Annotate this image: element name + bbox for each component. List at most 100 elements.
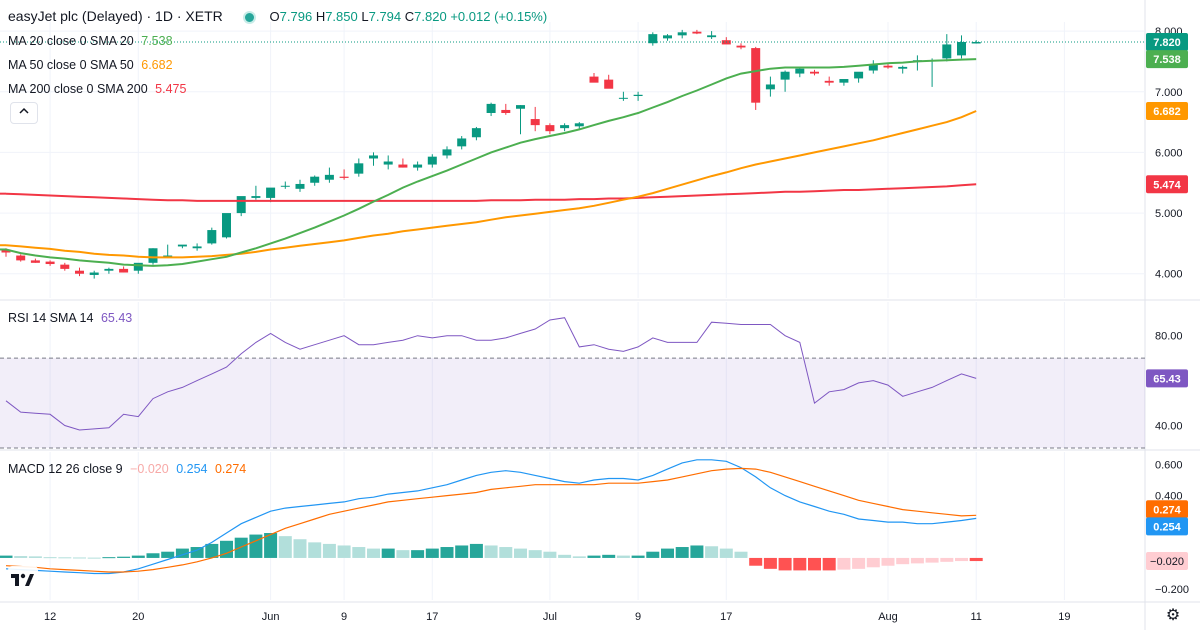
change-value: +0.012 (+0.15%) bbox=[450, 9, 548, 24]
macd-histogram-bar bbox=[0, 555, 13, 558]
ohlc-readout: O7.796 H7.850 L7.794 C7.820 +0.012 (+0.1… bbox=[270, 9, 548, 24]
price-tick-label: 4.000 bbox=[1155, 269, 1183, 281]
macd-legend-hist: −0.020 bbox=[130, 462, 169, 476]
candle-body bbox=[604, 79, 614, 89]
candle-body bbox=[148, 248, 158, 263]
candle-body bbox=[824, 80, 834, 83]
rsi-value-label: 65.43 bbox=[1153, 373, 1181, 385]
macd-histogram-bar bbox=[28, 556, 42, 558]
candle-body bbox=[736, 45, 746, 48]
collapse-legend-button[interactable] bbox=[10, 102, 38, 124]
macd-legend-signal: 0.274 bbox=[214, 462, 247, 476]
ma200-legend-value: 5.475 bbox=[155, 82, 187, 96]
ma20-legend-value: 7.538 bbox=[141, 34, 173, 48]
macd-histogram-bar bbox=[322, 543, 336, 558]
candle-body bbox=[545, 125, 555, 132]
candle-body bbox=[369, 155, 378, 159]
ma20-legend[interactable]: MA 20 close 0 SMA 20 7.538 bbox=[8, 34, 177, 48]
ma200-price-label-bg bbox=[1146, 175, 1188, 194]
candle-body bbox=[751, 48, 761, 103]
price-tick-label: 5.000 bbox=[1155, 208, 1183, 220]
ma20-price-label: 7.538 bbox=[1153, 54, 1181, 66]
macd-histogram-bar bbox=[175, 548, 189, 558]
candle-body bbox=[163, 255, 173, 257]
ma50-legend[interactable]: MA 50 close 0 SMA 50 6.682 bbox=[8, 58, 177, 72]
macd-histogram-bar bbox=[117, 556, 131, 558]
macd-histogram-bar bbox=[587, 555, 601, 558]
high-value: 7.850 bbox=[325, 9, 358, 24]
candle-body bbox=[516, 105, 525, 109]
macd-histogram-bar bbox=[278, 536, 292, 558]
macd-histogram-bar bbox=[719, 548, 733, 558]
candle-body bbox=[295, 183, 305, 189]
time-tick-label: 20 bbox=[132, 611, 144, 623]
ma50-legend-label: MA 50 close 0 SMA 50 bbox=[8, 58, 134, 72]
macd-histogram-bar bbox=[866, 557, 880, 568]
time-tick-label: 17 bbox=[426, 611, 438, 623]
candle-body bbox=[457, 138, 467, 147]
macd-histogram-bar bbox=[837, 557, 851, 570]
macd-histogram-bar bbox=[308, 542, 322, 558]
macd-histogram-bar bbox=[190, 547, 204, 558]
macd-legend-macd: 0.254 bbox=[176, 462, 208, 476]
candle-body bbox=[810, 71, 819, 74]
macd-histogram-bar bbox=[411, 550, 425, 558]
candle-body bbox=[692, 31, 702, 34]
macd-histogram-bar bbox=[161, 551, 175, 558]
ma200-legend[interactable]: MA 200 close 0 SMA 200 5.475 bbox=[8, 82, 190, 96]
ma50-line bbox=[5, 110, 977, 259]
candle-body bbox=[1, 249, 11, 253]
time-tick-label: 17 bbox=[720, 611, 732, 623]
candle-body bbox=[560, 125, 570, 129]
tradingview-logo-icon[interactable] bbox=[8, 566, 38, 592]
macd-histogram-bar bbox=[763, 557, 777, 569]
macd-histogram-bar bbox=[73, 557, 86, 559]
candle-body bbox=[354, 163, 364, 174]
macd-legend[interactable]: MACD 12 26 close 9 −0.020 0.254 0.274 bbox=[8, 462, 250, 476]
macd-legend-label: MACD 12 26 close 9 bbox=[8, 462, 123, 476]
candle-body bbox=[795, 68, 805, 74]
macd-histogram-bar bbox=[822, 557, 836, 571]
rsi-line bbox=[5, 317, 977, 431]
macd-histogram-bar bbox=[14, 556, 28, 558]
macd-histogram-bar bbox=[220, 540, 233, 558]
candle-body bbox=[133, 262, 143, 271]
macd-histogram-bar bbox=[690, 545, 704, 558]
candles bbox=[1, 29, 981, 279]
macd-histogram-bar bbox=[793, 557, 807, 571]
macd-value-label: 0.254 bbox=[1153, 521, 1181, 533]
macd-histogram-bar bbox=[778, 557, 792, 571]
candle-body bbox=[119, 268, 129, 273]
time-tick-label: 9 bbox=[341, 611, 347, 623]
ma20-price-label-bg bbox=[1146, 50, 1188, 69]
macd-histogram-bar bbox=[249, 534, 263, 558]
candle-body bbox=[942, 44, 952, 59]
candle-body bbox=[471, 128, 481, 138]
candle-body bbox=[398, 164, 408, 168]
macd-tick-label: 0.600 bbox=[1155, 459, 1183, 471]
macd-histogram-bar bbox=[102, 557, 116, 559]
ma50-legend-value: 6.682 bbox=[141, 58, 173, 72]
market-status-icon[interactable] bbox=[242, 10, 256, 24]
candle-body bbox=[222, 213, 231, 238]
macd-histogram-bar bbox=[631, 555, 645, 558]
symbol-title[interactable]: easyJet plc (Delayed) · 1D · XETR bbox=[8, 8, 223, 24]
rsi-legend[interactable]: RSI 14 SMA 14 65.43 bbox=[8, 311, 136, 325]
macd-histogram-bar bbox=[661, 548, 674, 558]
gear-icon[interactable]: ⚙ bbox=[1165, 607, 1181, 624]
ma50-price-label: 6.682 bbox=[1153, 106, 1181, 118]
chart-header: easyJet plc (Delayed) · 1D · XETR O7.796… bbox=[8, 8, 547, 24]
macd-tick-label: −0.200 bbox=[1155, 584, 1189, 596]
time-tick-label: 11 bbox=[970, 611, 981, 623]
time-tick-label: 9 bbox=[635, 611, 641, 623]
candle-body bbox=[30, 260, 40, 263]
rsi-tick-label: 40.00 bbox=[1155, 421, 1183, 433]
macd-histogram-bar bbox=[969, 557, 983, 562]
macd-histogram-bar bbox=[87, 557, 101, 559]
candle-body bbox=[89, 272, 99, 275]
signal-line bbox=[5, 467, 977, 573]
macd-histogram-bar bbox=[146, 553, 160, 558]
low-label: L bbox=[361, 9, 369, 24]
candle-body bbox=[707, 35, 717, 38]
